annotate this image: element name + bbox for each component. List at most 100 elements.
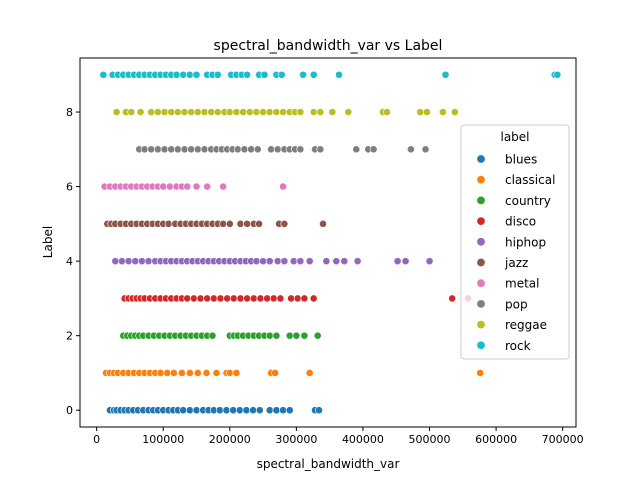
points-layer — [99, 70, 562, 415]
point-reggae — [272, 108, 281, 116]
point-blues — [179, 406, 188, 415]
point-reggae — [383, 108, 391, 116]
point-jazz — [243, 219, 252, 228]
point-pop — [316, 145, 325, 154]
point-reggae — [259, 108, 267, 116]
y-tick-label: 4 — [66, 255, 73, 268]
point-rock — [172, 70, 181, 79]
point-metal — [165, 182, 174, 191]
point-reggae — [309, 108, 318, 116]
point-reggae — [265, 108, 274, 116]
point-blues — [222, 406, 231, 415]
point-rock — [243, 70, 252, 79]
point-hiphop — [401, 257, 410, 266]
point-reggae — [344, 108, 353, 116]
point-pop — [247, 145, 255, 154]
point-rock — [213, 70, 222, 79]
point-country — [208, 331, 217, 340]
point-blues — [315, 406, 323, 415]
point-classical — [232, 369, 241, 377]
point-disco — [269, 294, 278, 303]
legend-marker-jazz — [476, 257, 486, 267]
point-disco — [189, 294, 198, 303]
point-disco — [223, 294, 232, 303]
point-reggae — [225, 108, 234, 116]
point-blues — [192, 406, 201, 415]
point-country — [272, 331, 281, 340]
point-hiphop — [353, 257, 362, 266]
point-metal — [219, 182, 228, 191]
point-classical — [185, 369, 194, 377]
point-reggae — [112, 108, 121, 116]
point-hiphop — [340, 257, 349, 266]
point-pop — [173, 145, 182, 154]
point-country — [285, 331, 294, 340]
point-metal — [183, 182, 192, 191]
point-country — [265, 331, 274, 340]
point-classical — [156, 369, 165, 377]
point-disco — [243, 294, 252, 303]
legend-label-blues: blues — [505, 153, 537, 167]
point-disco — [183, 294, 192, 303]
point-reggae — [296, 108, 305, 116]
point-classical — [193, 369, 202, 377]
x-tick-label: 300000 — [275, 433, 317, 446]
point-pop — [369, 145, 378, 154]
point-hiphop — [144, 257, 153, 266]
y-tick-label: 2 — [66, 330, 73, 343]
point-country — [292, 331, 301, 340]
point-classical — [476, 369, 485, 377]
point-classical — [225, 369, 234, 377]
point-metal — [203, 182, 212, 191]
point-classical — [202, 369, 211, 377]
point-pop — [406, 145, 415, 154]
point-blues — [242, 406, 251, 415]
point-pop — [187, 145, 196, 154]
point-metal — [159, 182, 168, 191]
point-disco — [300, 294, 309, 303]
point-disco — [229, 294, 238, 303]
x-tick-label: 400000 — [342, 433, 384, 446]
point-pop — [240, 145, 249, 154]
point-reggae — [416, 108, 425, 116]
point-classical — [163, 369, 172, 377]
point-jazz — [319, 219, 327, 228]
point-jazz — [225, 219, 234, 228]
point-blues — [215, 406, 224, 415]
point-pop — [421, 145, 430, 154]
point-reggae — [438, 108, 447, 116]
point-country — [300, 331, 309, 340]
legend-marker-country — [476, 195, 486, 205]
point-reggae — [187, 108, 196, 116]
x-tick-label: 100000 — [142, 433, 184, 446]
legend-label-metal: metal — [505, 277, 539, 291]
point-disco — [236, 294, 245, 303]
y-axis: 0 2 4 6 8 — [66, 106, 80, 417]
point-reggae — [279, 108, 287, 116]
point-rock — [309, 70, 318, 79]
point-pop — [273, 145, 282, 154]
point-rock — [179, 70, 188, 79]
point-rock — [553, 70, 562, 79]
point-reggae — [167, 108, 176, 116]
legend-marker-metal — [476, 278, 486, 288]
legend-label-jazz: jazz — [504, 256, 528, 270]
point-disco — [263, 294, 271, 303]
x-axis: 0 100000 200000 300000 400000 500000 600000 700… — [93, 427, 584, 446]
point-pop — [267, 145, 275, 154]
point-jazz — [236, 219, 245, 228]
legend-marker-rock — [476, 340, 486, 350]
legend-label-hiphop: hiphop — [505, 235, 546, 249]
point-hiphop — [296, 257, 305, 266]
point-pop — [253, 145, 262, 154]
point-reggae — [245, 108, 254, 116]
x-tick-label: 600000 — [475, 433, 517, 446]
point-pop — [180, 145, 189, 154]
point-blues — [255, 406, 264, 415]
point-reggae — [136, 108, 145, 116]
point-disco — [216, 294, 225, 303]
legend-marker-disco — [476, 216, 486, 226]
point-blues — [249, 406, 257, 415]
point-blues — [285, 406, 294, 415]
